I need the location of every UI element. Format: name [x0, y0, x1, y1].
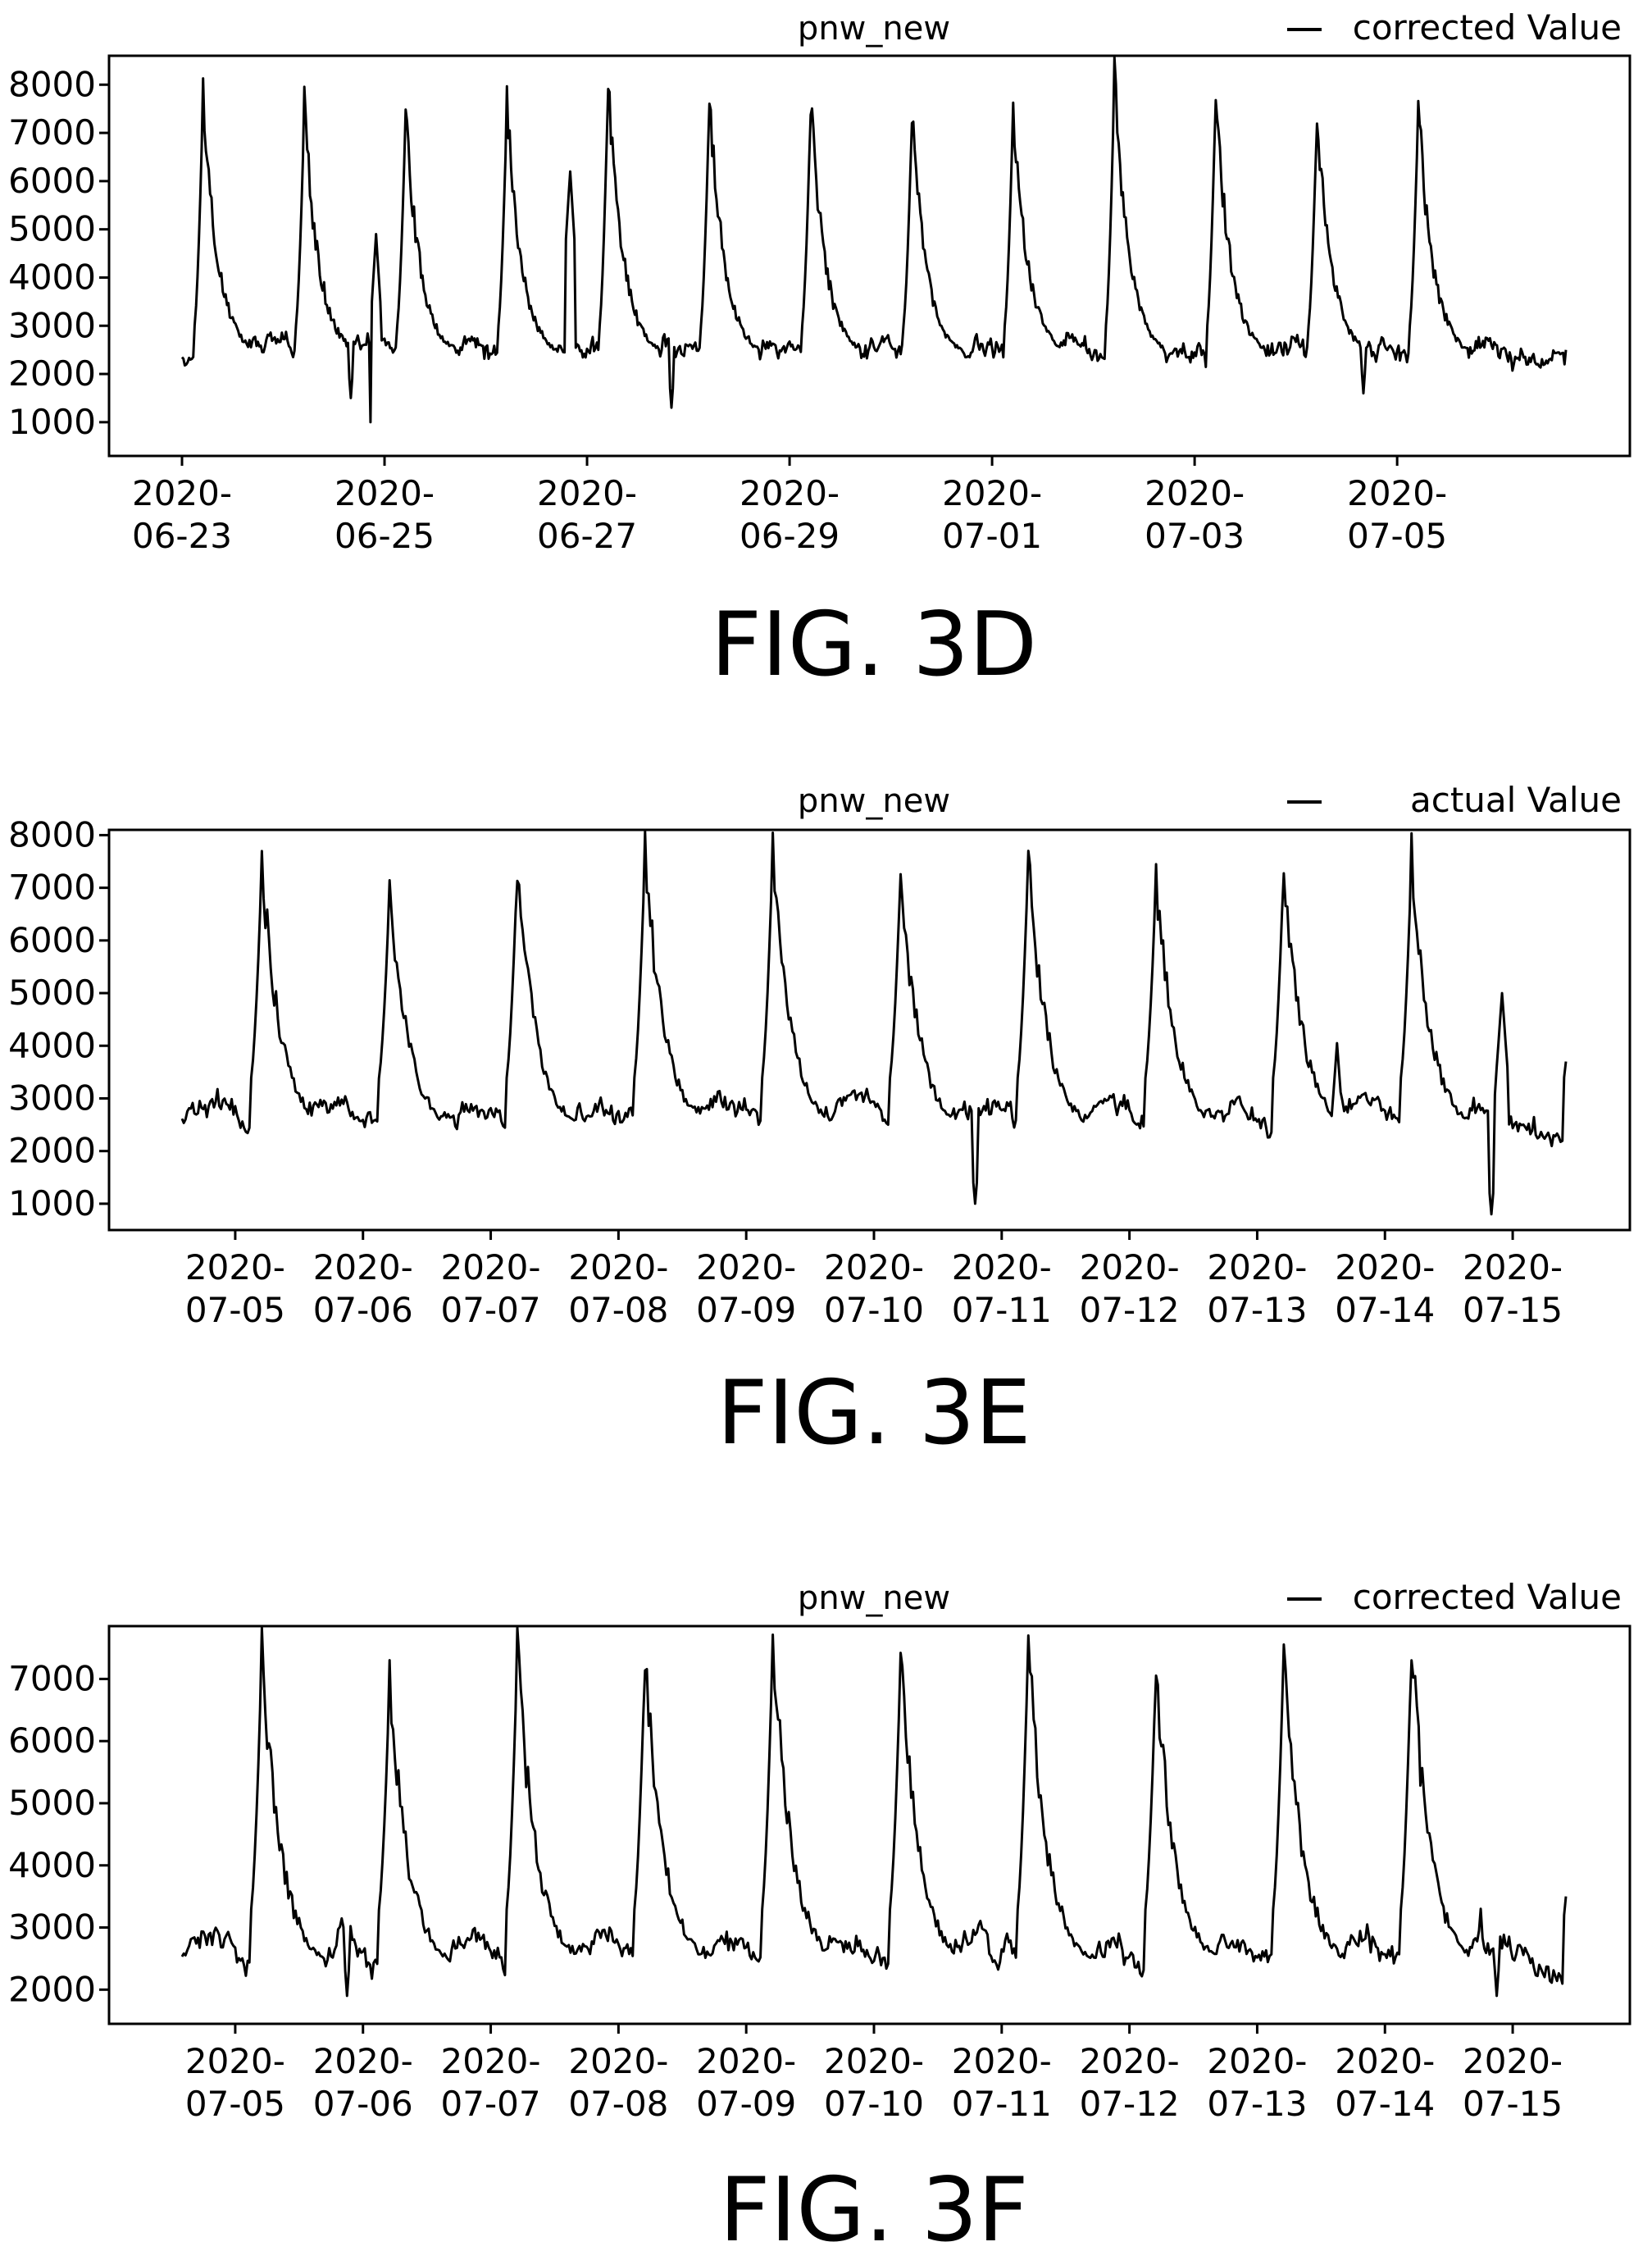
y-tick-label: 1000 [8, 402, 96, 442]
x-tick-label-line2: 06-29 [740, 516, 840, 556]
x-tick-label-line1: 2020- [441, 2041, 541, 2081]
x-tick-label-line2: 07-13 [1207, 2084, 1307, 2124]
x-tick-label-line2: 07-14 [1335, 1290, 1435, 1330]
x-tick-label-line1: 2020- [1347, 473, 1447, 513]
x-tick-label-line2: 07-05 [1347, 516, 1447, 556]
y-tick-label: 2000 [8, 353, 96, 394]
chart-panel-2: pnw_new actual Value 1000 2000 3000 4000 5000 6… [8, 780, 1632, 1465]
y-tick-label: 7000 [8, 1658, 96, 1698]
x-tick-label-line1: 2020- [1207, 2041, 1307, 2081]
x-tick-label-line2: 07-09 [696, 2084, 796, 2124]
x-tick-label-line2: 07-13 [1207, 1290, 1307, 1330]
y-tick-label: 2000 [8, 1131, 96, 1171]
x-tick-label-line1: 2020- [185, 2041, 285, 2081]
x-tick-label-line1: 2020- [1145, 473, 1245, 513]
y-tick-label: 6000 [8, 920, 96, 960]
plot-frame [107, 54, 1632, 458]
y-tick-label: 8000 [8, 814, 96, 854]
x-tick-label-line1: 2020- [1463, 2041, 1563, 2081]
y-tick-label: 5000 [8, 973, 96, 1013]
y-tick-label: 8000 [8, 64, 96, 104]
chart-panel-1: pnw_new corrected Value 1000 2000 3000 4000 50… [8, 7, 1632, 696]
x-tick-label-line2: 07-05 [185, 1290, 285, 1330]
x-tick-label-line2: 07-06 [313, 2084, 413, 2124]
x-tick-label-line1: 2020- [824, 2041, 924, 2081]
x-tick-label-line2: 07-12 [1080, 1290, 1180, 1330]
x-tick-label-line2: 07-01 [942, 516, 1042, 556]
y-tick-label: 1000 [8, 1183, 96, 1223]
series-line [180, 830, 1568, 1216]
x-tick-label-line1: 2020- [824, 1247, 924, 1287]
x-tick-label-line1: 2020- [1207, 1247, 1307, 1287]
x-tick-label-line1: 2020- [313, 1247, 413, 1287]
x-tick-label-line2: 07-10 [824, 2084, 924, 2124]
chart-panel-3: pnw_new corrected Value 2000 3000 4000 5000 60… [8, 1577, 1632, 2260]
y-tick-label: 3000 [8, 305, 96, 345]
x-tick-label-line1: 2020- [441, 1247, 541, 1287]
y-tick-label: 7000 [8, 868, 96, 908]
series-line [180, 1626, 1568, 1998]
plot-frame [107, 828, 1632, 1232]
x-tick-label-line2: 07-03 [1145, 516, 1245, 556]
x-tick-label-line1: 2020- [1463, 1247, 1563, 1287]
x-tick-label-line2: 07-14 [1335, 2084, 1435, 2124]
y-tick-label: 6000 [8, 161, 96, 201]
x-tick-label-line2: 07-15 [1463, 2084, 1563, 2124]
y-tick-label: 7000 [8, 112, 96, 153]
legend-label: actual Value [1410, 780, 1622, 820]
figure-caption: FIG. 3F [719, 2159, 1028, 2260]
x-tick-label-line2: 06-25 [334, 516, 435, 556]
figure-caption: FIG. 3D [711, 594, 1037, 696]
x-tick-label-line2: 07-12 [1080, 2084, 1180, 2124]
x-tick-label-line2: 07-06 [313, 1290, 413, 1330]
x-tick-label-line2: 07-07 [441, 1290, 541, 1330]
figure-caption: FIG. 3E [717, 1362, 1031, 1465]
x-tick-label-line2: 06-23 [132, 516, 232, 556]
legend-label: corrected Value [1353, 1577, 1622, 1617]
y-tick-label: 5000 [8, 209, 96, 249]
x-tick-label-line2: 07-05 [185, 2084, 285, 2124]
x-tick-label-line1: 2020- [952, 2041, 1052, 2081]
x-tick-label-line1: 2020- [942, 473, 1042, 513]
series-line [180, 56, 1568, 424]
x-tick-label-line1: 2020- [185, 1247, 285, 1287]
x-tick-label-line2: 07-08 [568, 2084, 668, 2124]
x-tick-label-line1: 2020- [696, 1247, 796, 1287]
chart-title: pnw_new [798, 1579, 950, 1617]
y-tick-label: 4000 [8, 257, 96, 297]
chart-title: pnw_new [798, 782, 950, 820]
chart-title: pnw_new [798, 10, 950, 48]
x-tick-label-line1: 2020- [1080, 1247, 1180, 1287]
x-tick-label-line2: 07-11 [952, 1290, 1052, 1330]
x-tick-label-line1: 2020- [1080, 2041, 1180, 2081]
x-tick-label-line2: 07-10 [824, 1290, 924, 1330]
x-tick-label-line1: 2020- [740, 473, 840, 513]
x-tick-label-line1: 2020- [1335, 1247, 1435, 1287]
y-tick-label: 3000 [8, 1078, 96, 1118]
x-tick-label-line1: 2020- [537, 473, 637, 513]
x-tick-label-line1: 2020- [313, 2041, 413, 2081]
y-tick-label: 4000 [8, 1845, 96, 1885]
x-tick-label-line2: 07-07 [441, 2084, 541, 2124]
x-tick-label-line2: 07-08 [568, 1290, 668, 1330]
y-tick-label: 2000 [8, 1969, 96, 2009]
x-tick-label-line1: 2020- [696, 2041, 796, 2081]
y-tick-label: 3000 [8, 1907, 96, 1948]
y-tick-label: 5000 [8, 1783, 96, 1823]
x-tick-label-line1: 2020- [132, 473, 232, 513]
x-tick-label-line1: 2020- [568, 2041, 668, 2081]
x-tick-label-line1: 2020- [952, 1247, 1052, 1287]
y-tick-label: 6000 [8, 1720, 96, 1761]
x-tick-label-line1: 2020- [334, 473, 435, 513]
x-tick-label-line2: 06-27 [537, 516, 637, 556]
legend-label: corrected Value [1353, 7, 1622, 48]
y-tick-label: 4000 [8, 1025, 96, 1065]
x-tick-label-line2: 07-09 [696, 1290, 796, 1330]
x-tick-label-line2: 07-11 [952, 2084, 1052, 2124]
x-tick-label-line1: 2020- [568, 1247, 668, 1287]
x-tick-label-line2: 07-15 [1463, 1290, 1563, 1330]
x-tick-label-line1: 2020- [1335, 2041, 1435, 2081]
plot-frame [107, 1624, 1632, 2025]
